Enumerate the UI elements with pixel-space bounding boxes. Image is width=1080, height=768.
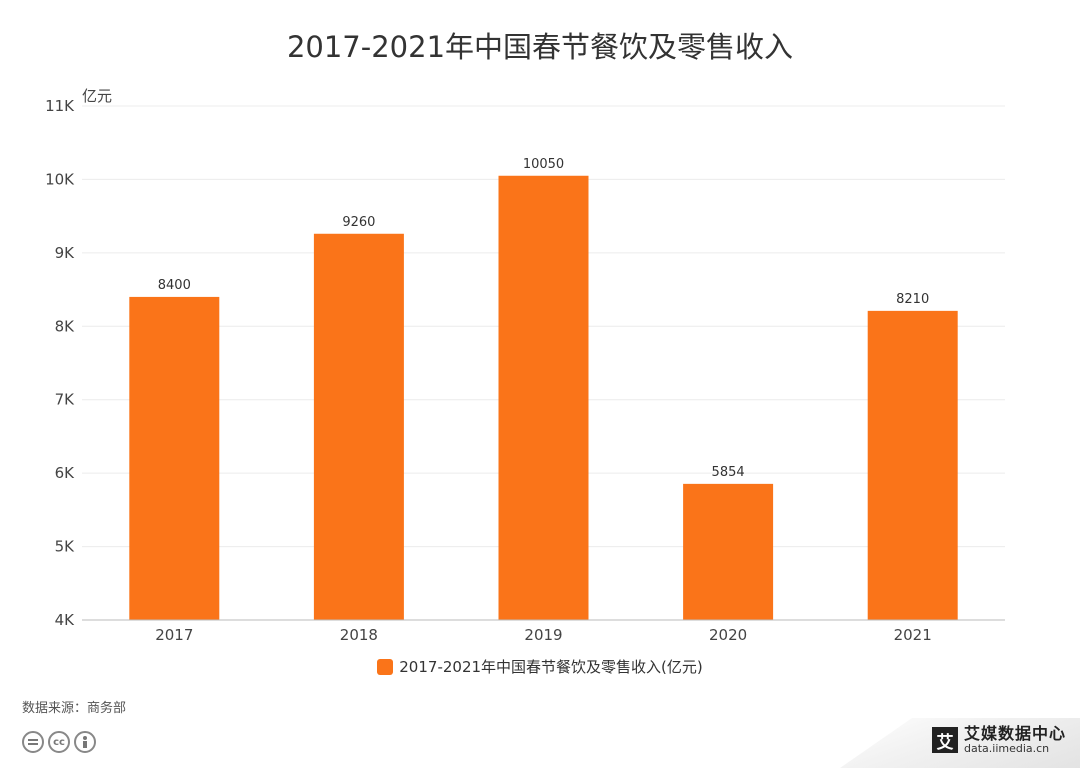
brand-url: data.iimedia.cn xyxy=(963,741,1050,755)
license-icons: cc xyxy=(22,731,96,753)
y-axis-ticks: 4K 5K 6K 7K 8K 9K 10K 11K xyxy=(45,97,75,629)
y-tick-label: 9K xyxy=(55,244,76,262)
y-tick-label: 8K xyxy=(55,317,76,335)
x-tick-label-2017: 2017 xyxy=(155,626,193,644)
data-source: 数据来源：商务部 xyxy=(22,701,127,716)
chart-title: 2017-2021年中国春节餐饮及零售收入 xyxy=(286,30,794,64)
data-label-2020: 5854 xyxy=(712,465,745,480)
y-tick-label: 11K xyxy=(45,97,75,115)
x-tick-label-2018: 2018 xyxy=(340,626,378,644)
x-axis-ticks: 2017 2018 2019 2020 2021 xyxy=(155,626,932,644)
bar-2020 xyxy=(683,483,774,620)
y-tick-label: 7K xyxy=(55,391,76,409)
y-tick-label: 4K xyxy=(55,611,76,629)
bar-2017 xyxy=(129,296,220,620)
person-icon xyxy=(74,731,96,753)
x-tick-label-2021: 2021 xyxy=(894,626,932,644)
brand-name: 艾媒数据中心 xyxy=(963,724,1066,743)
y-axis-unit: 亿元 xyxy=(82,87,112,105)
data-label-2018: 9260 xyxy=(342,215,375,230)
bar-2021 xyxy=(867,310,958,620)
data-label-2021: 8210 xyxy=(896,292,929,307)
data-label-2017: 8400 xyxy=(158,278,191,293)
bar-2019 xyxy=(498,175,589,620)
equals-icon xyxy=(22,731,44,753)
brand-logo: 艾 艾媒数据中心 data.iimedia.cn xyxy=(931,724,1066,755)
legend-swatch xyxy=(377,658,394,675)
legend: 2017-2021年中国春节餐饮及零售收入(亿元) xyxy=(0,656,1080,677)
brand-mark-icon: 艾 xyxy=(931,727,958,754)
cc-icon: cc xyxy=(48,731,70,753)
y-tick-label: 6K xyxy=(55,464,76,482)
x-tick-label-2019: 2019 xyxy=(524,626,562,644)
bar-2018 xyxy=(313,233,404,620)
y-tick-label: 5K xyxy=(55,538,76,556)
x-tick-label-2020: 2020 xyxy=(709,626,747,644)
bars: 8400 9260 10050 5854 8210 xyxy=(129,157,958,620)
data-label-2019: 10050 xyxy=(523,157,564,172)
y-tick-label: 10K xyxy=(45,170,75,188)
legend-label: 2017-2021年中国春节餐饮及零售收入(亿元) xyxy=(399,658,703,676)
